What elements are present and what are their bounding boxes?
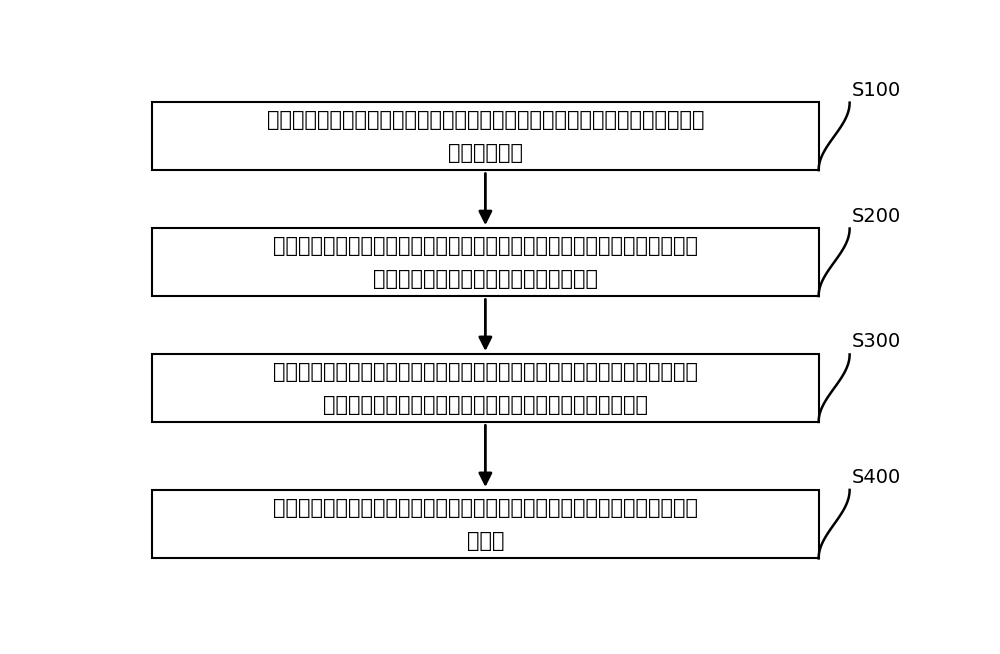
FancyBboxPatch shape xyxy=(152,354,819,422)
Text: 将实测的地质参数和盾构施工参数输入所述最佳模型，得到目标参数盾构机刀
盘扭矩: 将实测的地质参数和盾构施工参数输入所述最佳模型，得到目标参数盾构机刀 盘扭矩 xyxy=(273,498,698,551)
Text: S300: S300 xyxy=(852,332,901,351)
Text: S400: S400 xyxy=(852,468,901,487)
Text: S200: S200 xyxy=(852,207,901,226)
Text: 建立长短记忆神经网络模型，将训练集输入到长短记忆神经网络模型中，调整
模型参数使模型达到收敛，并用测试集验证后保存最佳模型: 建立长短记忆神经网络模型，将训练集输入到长短记忆神经网络模型中，调整 模型参数使… xyxy=(273,362,698,415)
Text: S100: S100 xyxy=(852,80,901,99)
FancyBboxPatch shape xyxy=(152,228,819,296)
Text: 获取盾构机施工的地质参数和盾构施工参数，对所述地质参数和盾构施工参数进
行归一化处理: 获取盾构机施工的地质参数和盾构施工参数，对所述地质参数和盾构施工参数进 行归一化… xyxy=(267,110,704,163)
FancyBboxPatch shape xyxy=(152,490,819,558)
Text: 采用主成分析方法对归一化处理后的数据降维，并将降维后的数据和目标参数
即盾构机刀盘扭矩划分为测试集和训练集: 采用主成分析方法对归一化处理后的数据降维，并将降维后的数据和目标参数 即盾构机刀… xyxy=(273,236,698,288)
FancyBboxPatch shape xyxy=(152,103,819,171)
